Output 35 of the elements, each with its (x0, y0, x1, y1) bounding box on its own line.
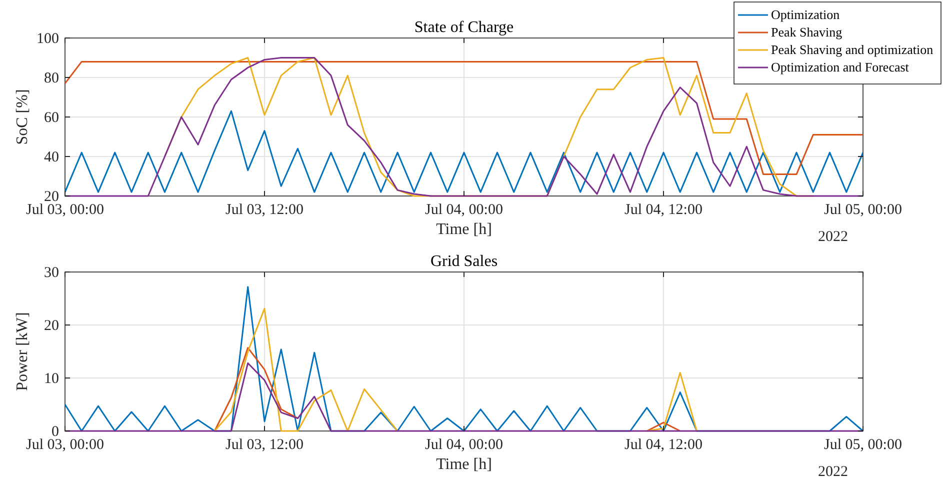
y-tick-label: 0 (52, 424, 59, 440)
x-tick-label: Jul 04, 12:00 (624, 202, 702, 218)
y-tick-label: 60 (44, 110, 59, 126)
line-series (65, 57, 863, 197)
y-tick-label: 20 (44, 189, 59, 205)
x-axis-title: Time [h] (436, 221, 492, 238)
y-tick-label: 80 (44, 70, 59, 86)
y-tick-label: 30 (44, 265, 59, 281)
y-tick-label: 20 (44, 318, 59, 334)
y-axis-title: Power [kW] (14, 312, 31, 391)
line-series (65, 110, 863, 193)
chart-title: State of Charge (414, 19, 514, 36)
x-axis-title: Time [h] (436, 456, 492, 473)
legend-label: Optimization and Forecast (771, 60, 910, 74)
x-tick-label: Jul 03, 12:00 (226, 437, 304, 453)
x-tick-label: Jul 03, 12:00 (226, 202, 304, 218)
x-tick-label: Jul 03, 00:00 (26, 202, 104, 218)
y-tick-label: 40 (44, 150, 59, 166)
x-tick-label: Jul 04, 00:00 (425, 437, 503, 453)
text: 2022 (818, 464, 848, 479)
legend-label: Optimization (771, 7, 840, 22)
x-tick-label: Jul 04, 00:00 (425, 202, 503, 218)
legend-label: Peak Shaving (771, 24, 843, 40)
x-tick-label: Jul 04, 12:00 (624, 437, 702, 453)
line-series (65, 60, 863, 176)
y-axis-title: SoC [%] (14, 89, 31, 145)
y-tick-label: 10 (44, 371, 59, 387)
chart-title: Grid Sales (430, 253, 498, 270)
x-tick-label: Jul 05, 00:00 (824, 202, 902, 218)
y-tick-label: 100 (36, 31, 59, 47)
text: 2022 (818, 229, 848, 245)
line-series (65, 362, 863, 432)
x-tick-label: Jul 03, 00:00 (26, 437, 104, 453)
x-tick-label: Jul 05, 00:00 (824, 437, 902, 453)
legend-label: Peak Shaving and optimization (771, 42, 934, 57)
